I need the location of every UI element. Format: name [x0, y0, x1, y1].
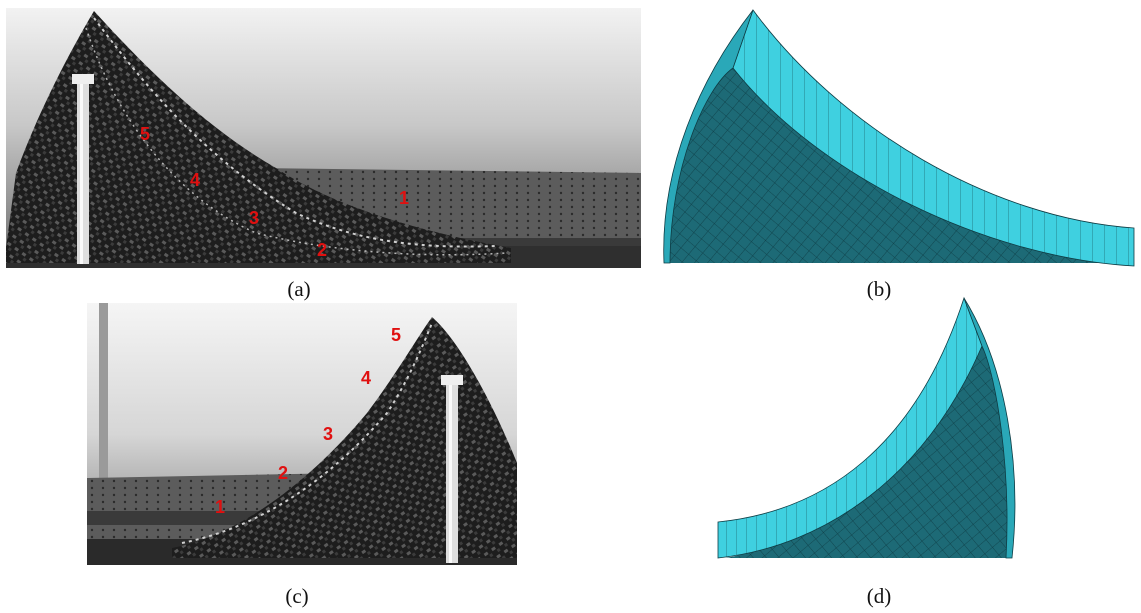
- marker-a-2: 2: [317, 240, 327, 260]
- marker-a-4: 4: [190, 170, 200, 190]
- marker-a-3: 3: [249, 208, 259, 228]
- marker-c-3: 3: [323, 424, 333, 444]
- panel-b-render: [660, 8, 1141, 268]
- panel-c-photo: 1 2 3 4 5: [87, 303, 517, 565]
- caption-d: (d): [866, 584, 892, 608]
- marker-c-2: 2: [278, 463, 288, 483]
- marker-c-1: 1: [215, 497, 225, 517]
- panel-c-markers: 1 2 3 4 5: [215, 325, 401, 517]
- panel-a-markers: 1 2 3 4 5: [140, 124, 409, 260]
- marker-a-5: 5: [140, 124, 150, 144]
- caption-a: (a): [287, 277, 311, 301]
- caption-b: (b): [866, 277, 892, 301]
- marker-c-4: 4: [361, 368, 371, 388]
- marker-c-5: 5: [391, 325, 401, 345]
- panel-d-render: [716, 296, 1018, 562]
- panel-a-photo: 1 2 3 4 5: [6, 8, 641, 268]
- caption-c: (c): [285, 584, 309, 608]
- marker-a-1: 1: [399, 188, 409, 208]
